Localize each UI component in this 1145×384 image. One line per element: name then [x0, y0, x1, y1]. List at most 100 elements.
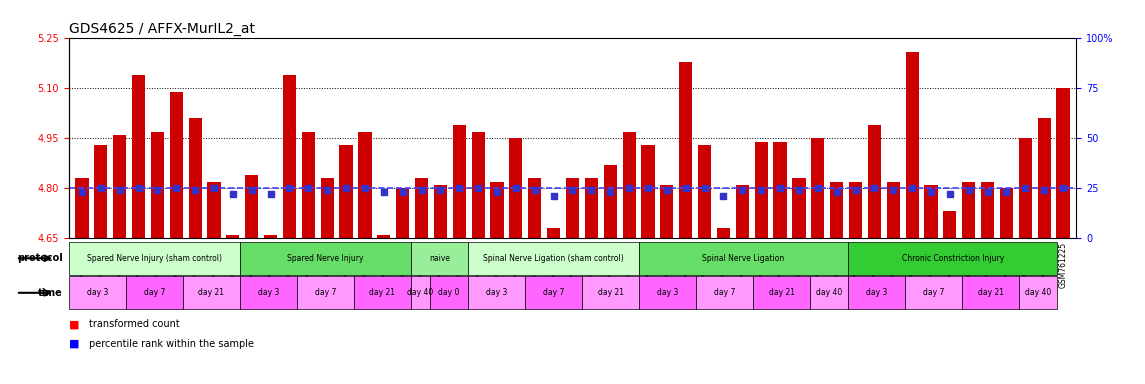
Bar [906, 52, 918, 238]
Bar [830, 182, 843, 238]
Bar [943, 212, 956, 238]
Bar [339, 145, 353, 238]
Point [488, 189, 506, 195]
Point [356, 185, 374, 191]
Point [412, 187, 431, 193]
Point [714, 193, 733, 199]
Point [639, 185, 657, 191]
Bar [189, 118, 202, 238]
Bar [472, 132, 484, 238]
Point [771, 185, 789, 191]
Bar [94, 145, 108, 238]
Bar [358, 132, 371, 238]
Text: day 7: day 7 [923, 288, 945, 297]
Point [828, 189, 846, 195]
Text: day 21: day 21 [598, 288, 624, 297]
Text: day 7: day 7 [143, 288, 165, 297]
Bar [510, 138, 522, 238]
Point [185, 187, 204, 193]
Text: day 3: day 3 [87, 288, 108, 297]
Bar [886, 182, 900, 238]
Text: day 40: day 40 [1025, 288, 1051, 297]
Text: day 3: day 3 [657, 288, 678, 297]
Bar [585, 178, 598, 238]
Point [582, 187, 600, 193]
Bar [717, 228, 731, 238]
Text: day 21: day 21 [198, 288, 224, 297]
Point [92, 185, 110, 191]
Text: day 21: day 21 [978, 288, 1004, 297]
Bar [528, 178, 542, 238]
Point [223, 191, 242, 197]
Point [261, 191, 279, 197]
Bar [132, 75, 145, 238]
Bar [377, 235, 390, 238]
Text: Spinal Nerve Ligation (sham control): Spinal Nerve Ligation (sham control) [483, 254, 624, 263]
Bar [868, 125, 881, 238]
Point [846, 187, 864, 193]
Bar [962, 182, 976, 238]
Point [1035, 187, 1053, 193]
Point [563, 187, 582, 193]
Bar [490, 182, 504, 238]
Bar [434, 185, 447, 238]
Bar [245, 175, 259, 238]
Point [545, 193, 563, 199]
Text: time: time [38, 288, 63, 298]
Text: protocol: protocol [17, 253, 63, 263]
Bar [283, 75, 297, 238]
Point [733, 187, 751, 193]
Point [695, 185, 713, 191]
Text: Chronic Constriction Injury: Chronic Constriction Injury [901, 254, 1004, 263]
Point [960, 187, 978, 193]
Point [281, 185, 299, 191]
Bar [661, 185, 673, 238]
Bar [566, 178, 579, 238]
Bar [736, 185, 749, 238]
Point [167, 185, 185, 191]
Point [941, 191, 960, 197]
Bar [264, 235, 277, 238]
Bar [811, 138, 824, 238]
Bar [207, 182, 221, 238]
Point [337, 185, 355, 191]
Point [997, 189, 1016, 195]
Bar [76, 178, 88, 238]
Bar [321, 178, 334, 238]
Bar [1019, 138, 1032, 238]
Text: day 21: day 21 [768, 288, 795, 297]
Point [601, 189, 619, 195]
Bar [924, 185, 938, 238]
Point [657, 187, 676, 193]
Bar [679, 62, 693, 238]
Bar [623, 132, 635, 238]
Bar [396, 188, 409, 238]
Bar [1057, 88, 1069, 238]
Text: day 0: day 0 [439, 288, 459, 297]
Text: day 3: day 3 [258, 288, 279, 297]
Text: day 40: day 40 [408, 288, 434, 297]
Bar [1037, 118, 1051, 238]
Point [73, 189, 92, 195]
Point [1053, 185, 1072, 191]
Bar [698, 145, 711, 238]
Point [450, 185, 468, 191]
Text: day 3: day 3 [485, 288, 507, 297]
Text: day 40: day 40 [816, 288, 843, 297]
Bar [547, 228, 560, 238]
Point [884, 187, 902, 193]
Bar [792, 178, 806, 238]
Bar [1000, 188, 1013, 238]
Text: day 7: day 7 [315, 288, 335, 297]
Text: day 3: day 3 [866, 288, 887, 297]
Point [148, 187, 166, 193]
Text: GDS4625 / AFFX-MurIL2_at: GDS4625 / AFFX-MurIL2_at [69, 22, 254, 36]
Point [110, 187, 128, 193]
Bar [603, 165, 617, 238]
Point [677, 185, 695, 191]
Point [205, 185, 223, 191]
Text: Spared Nerve Injury (sham control): Spared Nerve Injury (sham control) [87, 254, 222, 263]
Point [507, 185, 526, 191]
Point [979, 189, 997, 195]
Text: day 7: day 7 [713, 288, 735, 297]
